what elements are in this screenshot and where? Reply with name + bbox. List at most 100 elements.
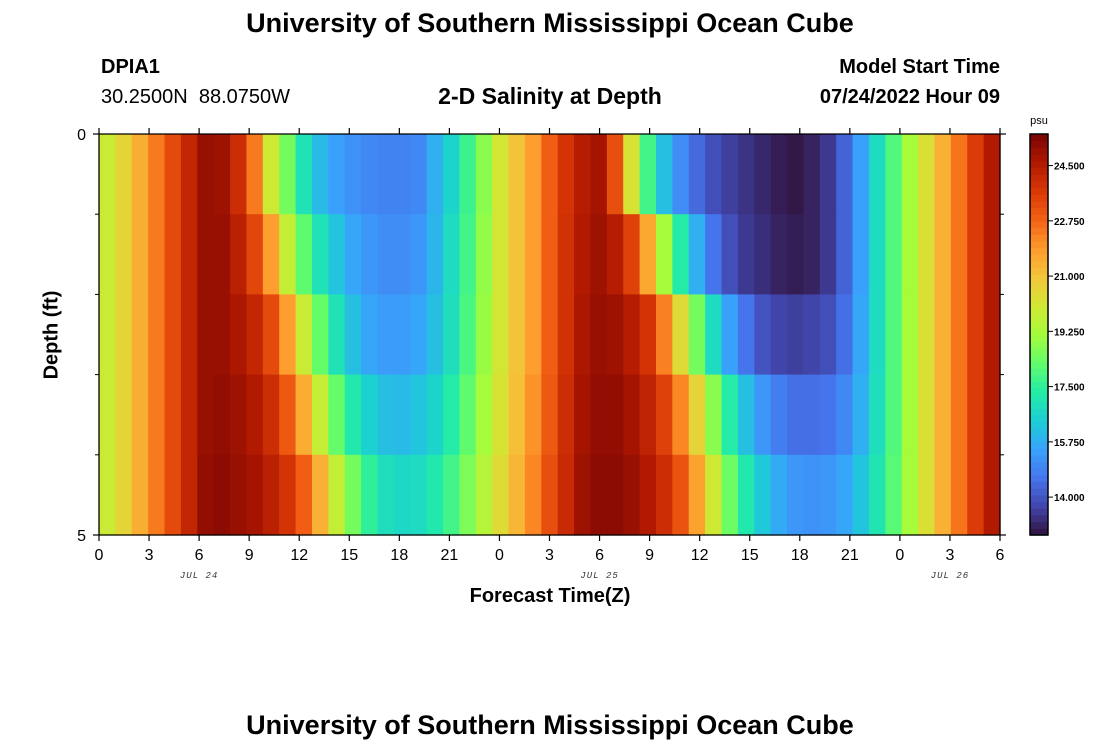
colorbar-swatch xyxy=(1030,488,1048,496)
colorbar-swatch xyxy=(1030,321,1048,329)
heatmap-cell xyxy=(672,374,690,456)
heatmap-cell xyxy=(164,294,182,376)
colorbar-swatch xyxy=(1030,214,1048,222)
heatmap-cell xyxy=(115,454,133,536)
heatmap-cell xyxy=(115,294,133,376)
colorbar-swatch xyxy=(1030,227,1048,235)
x-tick-label: 21 xyxy=(440,547,458,564)
colorbar-swatch xyxy=(1030,448,1048,456)
heatmap-cell xyxy=(770,214,788,295)
heatmap-cell xyxy=(164,214,182,295)
heatmap-cell xyxy=(590,134,608,215)
heatmap-cell xyxy=(492,134,510,215)
heatmap-cell xyxy=(311,454,329,536)
heatmap-cell xyxy=(230,134,248,215)
heatmap-cell xyxy=(754,374,772,456)
x-date-label: JUL 26 xyxy=(931,571,969,581)
heatmap-cell xyxy=(983,454,1001,536)
heatmap-cell xyxy=(819,214,837,295)
heatmap-cell xyxy=(721,214,739,295)
heatmap-cell xyxy=(885,134,903,215)
heatmap-cell xyxy=(148,374,166,456)
colorbar-swatch xyxy=(1030,160,1048,169)
heatmap-cell xyxy=(524,134,542,215)
heatmap-cell xyxy=(574,294,592,376)
heatmap-cell xyxy=(230,374,248,456)
heatmap-cell xyxy=(737,294,755,376)
heatmap-cell xyxy=(197,454,215,536)
colorbar-swatch xyxy=(1030,140,1048,148)
heatmap-cell xyxy=(541,374,559,456)
heatmap-cell xyxy=(393,374,411,456)
heatmap-cell xyxy=(737,214,755,295)
colorbar-swatch xyxy=(1030,508,1048,516)
heatmap-cell xyxy=(983,134,1001,215)
heatmap-cell xyxy=(99,454,116,536)
colorbar-unit-label: psu xyxy=(1030,115,1048,127)
heatmap-cell xyxy=(639,294,657,376)
heatmap-cell xyxy=(262,214,280,295)
colorbar-swatch xyxy=(1030,154,1048,162)
footer-title: University of Southern Mississippi Ocean… xyxy=(246,710,854,740)
colorbar-swatch xyxy=(1030,334,1048,342)
heatmap-cell xyxy=(803,294,821,376)
x-tick-label: 18 xyxy=(791,547,809,564)
heatmap-cell xyxy=(213,214,231,295)
heatmap-cell xyxy=(606,214,624,295)
colorbar-swatch xyxy=(1030,287,1048,295)
colorbar-swatch xyxy=(1030,341,1048,349)
x-tick-label: 12 xyxy=(691,547,709,564)
colorbar-swatch xyxy=(1030,481,1048,489)
heatmap-cell xyxy=(918,294,936,376)
colorbar-swatch xyxy=(1030,147,1048,155)
heatmap-cell xyxy=(590,454,608,536)
heatmap-cell xyxy=(557,374,575,456)
heatmap-cell xyxy=(901,134,919,215)
heatmap-cell xyxy=(885,214,903,295)
heatmap-cell xyxy=(688,374,706,456)
heatmap-cell xyxy=(754,214,772,295)
heatmap-cell xyxy=(737,134,755,215)
heatmap-cell xyxy=(705,134,723,215)
colorbar-swatch xyxy=(1030,421,1048,429)
heatmap-cell xyxy=(524,214,542,295)
heatmap-cell xyxy=(295,134,313,215)
colorbar-swatch xyxy=(1030,468,1048,476)
heatmap-cell xyxy=(639,454,657,536)
heatmap-cell xyxy=(803,374,821,456)
x-tick-label: 0 xyxy=(95,547,104,564)
colorbar-swatch xyxy=(1030,254,1048,262)
colorbar-swatch xyxy=(1030,187,1048,195)
colorbar-swatch xyxy=(1030,361,1048,369)
heatmap-cell xyxy=(148,454,166,536)
heatmap-cell xyxy=(983,374,1001,456)
heatmap-cell xyxy=(410,454,428,536)
heatmap-cell xyxy=(524,294,542,376)
heatmap-cell xyxy=(311,214,329,295)
colorbar-swatch xyxy=(1030,220,1048,229)
heatmap-cell xyxy=(934,294,952,376)
heatmap-cell xyxy=(246,374,264,456)
heatmap-cell xyxy=(705,294,723,376)
heatmap-cell xyxy=(983,294,1001,376)
x-tick-label: 12 xyxy=(290,547,308,564)
colorbar-swatch xyxy=(1030,307,1048,316)
heatmap-cell xyxy=(574,454,592,536)
model-start-value: 07/24/2022 Hour 09 xyxy=(819,86,1000,108)
heatmap-cell xyxy=(737,454,755,536)
station-id: DPIA1 xyxy=(101,56,160,78)
heatmap-cell xyxy=(361,374,379,456)
heatmap-cell xyxy=(492,374,510,456)
heatmap-cell xyxy=(213,374,231,456)
heatmap-cell xyxy=(885,454,903,536)
heatmap-cell xyxy=(99,294,116,376)
chart-title: 2-D Salinity at Depth xyxy=(438,83,662,109)
heatmap-cell xyxy=(950,294,968,376)
heatmap-cell xyxy=(934,374,952,456)
colorbar-swatch xyxy=(1030,401,1048,409)
heatmap-cell xyxy=(934,214,952,295)
colorbar-swatch xyxy=(1030,381,1048,389)
colorbar-swatch xyxy=(1030,414,1048,422)
heatmap-cell xyxy=(819,374,837,456)
heatmap-cell xyxy=(475,214,493,295)
